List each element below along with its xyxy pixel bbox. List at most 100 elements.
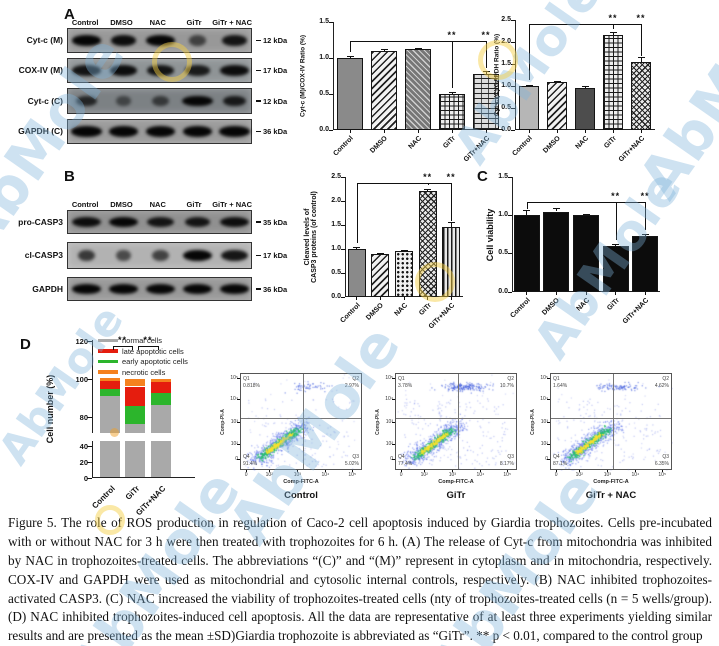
stack-segment — [125, 378, 145, 387]
x-tick-label: 10⁵ — [503, 472, 512, 478]
error-bar — [584, 86, 586, 89]
x-tick-label: GiTr — [123, 484, 142, 502]
x-tick-label: GiTr — [417, 302, 433, 317]
quadrant-q2-label: Q2 4.62% — [654, 376, 669, 389]
x-tick-label: GiTr+NAC — [621, 297, 651, 326]
x-tick-label: Control — [339, 302, 362, 325]
error-bar — [526, 209, 528, 216]
y-tick-label: 0.5 — [331, 268, 341, 276]
x-axis-label: Comp-FITC-A — [593, 479, 629, 485]
y-tick-label: 20 — [79, 457, 88, 467]
x-tick-label: Control — [511, 135, 534, 158]
lower-axis — [92, 441, 195, 478]
lane-label: Control — [71, 18, 99, 27]
tick-dash-icon — [256, 39, 261, 42]
y-tick-label: 10³ — [230, 418, 238, 425]
y-axis-label: Cell number (%) — [45, 374, 55, 444]
protein-band — [183, 249, 212, 262]
molecular-weight-label: 36 kDa — [256, 119, 287, 144]
lane-label: Control — [71, 200, 99, 209]
flow-plot-title: GiTr + NAC — [585, 490, 637, 501]
x-tick-label: 10⁵ — [348, 472, 357, 478]
protein-band — [219, 126, 250, 137]
kda-value: 36 kDa — [263, 127, 288, 136]
kda-value: 35 kDa — [263, 217, 288, 227]
legend-label: early apoptotic cells — [122, 357, 188, 366]
stack-segment — [125, 406, 145, 424]
lane-header: Control DMSO NAC GiTr GiTr + NAC — [67, 18, 252, 27]
stack-segment — [151, 393, 171, 405]
error-bar — [451, 91, 453, 94]
x-tick-label: DMSO — [369, 135, 389, 155]
molecular-weight-label: 12 kDa — [256, 28, 287, 53]
y-axis-label: Cyt-c (C)/GAPDH Ratio (%) — [493, 33, 501, 117]
protein-band — [146, 35, 175, 46]
panel-d-stacked-chart: D normal cells late apoptotic cells early … — [10, 330, 225, 540]
x-tick-label: NAC — [575, 297, 591, 313]
legend-item: early apoptotic cells — [98, 357, 188, 366]
legend-marker-icon — [98, 338, 118, 343]
blot-strip — [67, 88, 252, 114]
chart-cytc-c-gapdh: 2.5 2.0 1.5 1.0 0.5 0.0 Cyt-c (C)/GAPDH Ratio … — [493, 8, 719, 163]
quadrant-q4-label: Q4 87.1% — [553, 454, 568, 467]
protein-band — [151, 95, 170, 107]
protein-band — [78, 249, 95, 262]
y-tick-label: 10⁵ — [385, 374, 393, 381]
error-bar — [450, 221, 452, 228]
x-tick-label: 10⁵ — [658, 472, 667, 478]
error-bar — [427, 188, 429, 192]
legend-marker-icon — [98, 359, 118, 364]
x-tick-label: 0 — [244, 472, 248, 478]
x-tick-label: NAC — [574, 135, 590, 151]
x-tick-label: 10⁴ — [631, 472, 640, 478]
y-tick-label: 0.5 — [319, 89, 329, 97]
protein-band — [109, 65, 138, 76]
y-tick-label: 1.5 — [498, 172, 508, 180]
x-axis-label: Comp-FITC-A — [283, 479, 319, 485]
lane-label: GiTr + NAC — [212, 18, 252, 27]
molecular-weight-label: 12 kDa — [256, 88, 287, 114]
kda-value: 12 kDa — [263, 36, 288, 45]
lane-label: GiTr + NAC — [212, 200, 252, 209]
protein-band — [183, 126, 212, 137]
y-tick-label: 0.5 — [501, 103, 511, 111]
error-bar — [644, 233, 646, 237]
y-tick-label: 100 — [75, 375, 88, 385]
y-tick-label: 1.0 — [331, 244, 341, 252]
lane-label: DMSO — [110, 18, 133, 27]
scatter-canvas — [396, 374, 518, 471]
bar — [405, 49, 431, 130]
x-tick-label: 10³ — [293, 472, 301, 478]
significance-marker: ** — [636, 13, 646, 24]
x-tick-label: 10³ — [603, 472, 611, 478]
kda-value: 12 kDa — [263, 96, 288, 106]
panel-b-western-blots: Control DMSO NAC GiTr GiTr + NAC pro-CASP3 35 … — [8, 176, 293, 311]
blot-protein-label: cl-CASP3 — [24, 250, 63, 260]
stack-segment — [125, 423, 145, 433]
blot-strip — [67, 28, 252, 53]
y-tick-label: 40 — [79, 442, 88, 452]
x-tick-label: GiTr — [442, 135, 457, 150]
legend-item: late apoptotic cells — [98, 347, 188, 356]
flow-plot-gitr-nac: Q1 1.64% Q2 4.62% Q3 6.35% Q4 87.1% 10⁵ 10⁴ 10… — [525, 355, 683, 515]
y-tick-label: 0.0 — [319, 125, 329, 133]
stack-segment — [125, 386, 145, 407]
significance-marker: ** — [447, 30, 457, 41]
y-tick-label: 80 — [79, 413, 88, 423]
tick-dash-icon — [256, 221, 261, 223]
significance-bracket — [350, 41, 486, 43]
blot-strip — [67, 58, 252, 83]
x-tick-label: 10⁴ — [321, 472, 330, 478]
protein-band — [72, 35, 101, 46]
protein-band — [220, 216, 249, 228]
y-tick-label: 0 — [535, 456, 548, 462]
y-tick-label: 0.0 — [501, 125, 511, 133]
x-tick-label: NAC — [407, 135, 423, 151]
tick-dash-icon — [256, 100, 261, 102]
y-tick-label: 10⁴ — [540, 396, 548, 403]
panel-a-western-blots: Control DMSO NAC GiTr GiTr + NAC Cyt-c (M) 12 … — [8, 16, 293, 166]
y-tick-label: 0.0 — [331, 292, 341, 300]
bar — [575, 88, 595, 130]
panel-c-label: C — [477, 168, 488, 185]
protein-band — [146, 126, 175, 137]
